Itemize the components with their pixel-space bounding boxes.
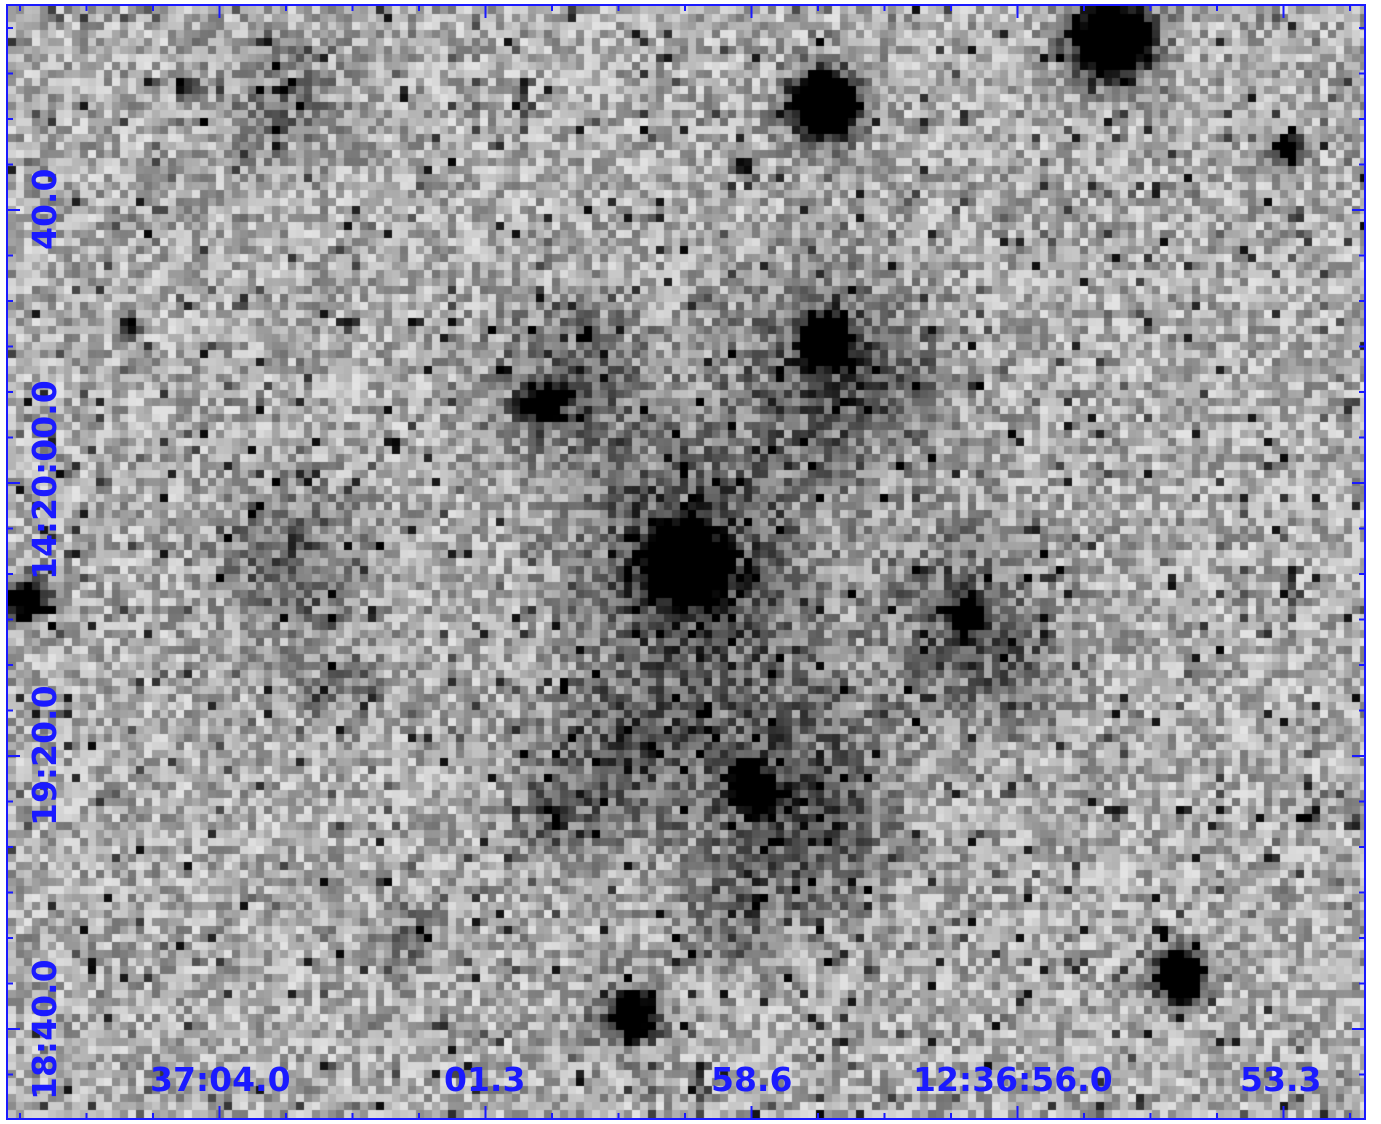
ra-label-1: 37:04.0 xyxy=(150,1060,291,1099)
dec-label-1: 40.0 xyxy=(25,168,64,250)
image-frame xyxy=(6,4,1366,1120)
ra-label-4: 12:36:56.0 xyxy=(913,1060,1113,1099)
ra-label-5: 53.3 xyxy=(1240,1060,1322,1099)
ra-label-3: 58.6 xyxy=(711,1060,793,1099)
dec-label-2: 14:20:00.0 xyxy=(25,380,64,580)
ra-label-2: 01.3 xyxy=(444,1060,526,1099)
dec-label-3: 19:20.0 xyxy=(25,685,64,826)
sky-image xyxy=(8,6,1364,1118)
dec-label-4: 18:40.0 xyxy=(25,959,64,1100)
